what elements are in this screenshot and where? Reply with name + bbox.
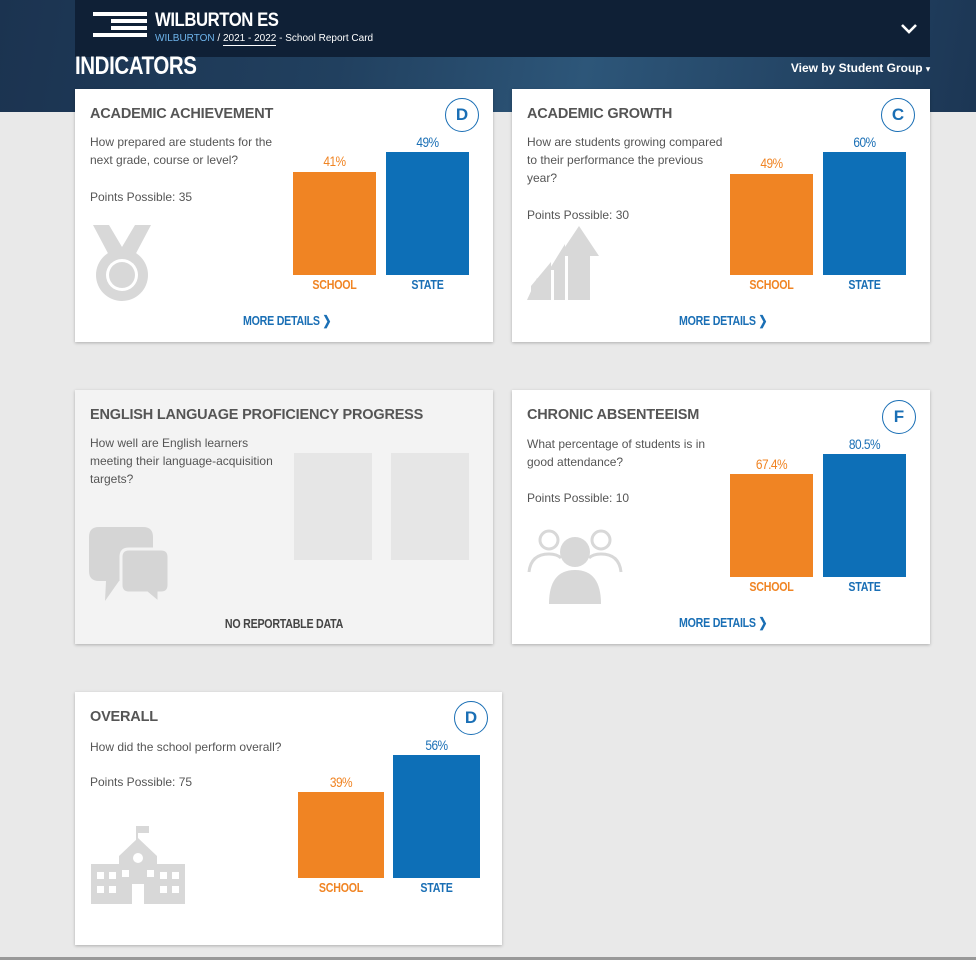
card-chronic-absenteeism: CHRONIC ABSENTEEISM F What percentage of… <box>512 390 930 644</box>
points-possible: Points Possible: 30 <box>527 208 630 222</box>
state-label: STATE <box>848 277 881 292</box>
school-label: SCHOOL <box>749 579 794 594</box>
more-details-link[interactable]: MORE DETAILS ❯ <box>679 313 767 329</box>
chevron-right-icon: ❯ <box>758 615 768 630</box>
school-bar <box>293 172 376 275</box>
more-details-link[interactable]: MORE DETAILS ❯ <box>679 615 767 631</box>
state-value: 80.5% <box>848 436 881 452</box>
card-title: CHRONIC ABSENTEEISM <box>527 407 700 423</box>
breadcrumb-report: - School Report Card <box>279 33 374 44</box>
school-bar <box>730 174 813 275</box>
chevron-right-icon: ❯ <box>322 313 332 328</box>
medal-icon <box>93 225 151 301</box>
top-bar: WILBURTON ES WILBURTON / 2021 - 2022 - S… <box>75 0 930 57</box>
state-label: STATE <box>420 880 453 895</box>
state-bar <box>386 152 469 275</box>
breadcrumb-district[interactable]: WILBURTON <box>155 33 215 44</box>
school-name: WILBURTON ES <box>155 10 279 31</box>
school-bar <box>298 792 384 878</box>
school-label: SCHOOL <box>318 880 364 895</box>
more-details-label: MORE DETAILS <box>679 313 756 328</box>
state-bar <box>823 454 906 577</box>
breadcrumb-separator: / <box>217 33 221 44</box>
growth-arrows-icon <box>527 226 599 300</box>
caret-down-icon: ▾ <box>925 64 930 74</box>
view-by-student-group-dropdown[interactable]: View by Student Group ▾ <box>791 61 930 75</box>
card-title: ENGLISH LANGUAGE PROFICIENCY PROGRESS <box>90 407 424 423</box>
card-title: OVERALL <box>90 709 158 725</box>
grade-badge: D <box>454 701 488 735</box>
card-title: ACADEMIC ACHIEVEMENT <box>90 106 274 122</box>
more-details-label: MORE DETAILS <box>679 615 756 630</box>
placeholder-bar <box>391 453 469 560</box>
card-english-language-proficiency: ENGLISH LANGUAGE PROFICIENCY PROGRESS Ho… <box>75 390 493 644</box>
state-label: STATE <box>848 579 881 594</box>
card-question: How did the school perform overall? <box>90 740 282 754</box>
school-value: 39% <box>329 774 353 790</box>
page-bottom-border <box>0 957 976 960</box>
no-reportable-data: NO REPORTABLE DATA <box>224 616 344 631</box>
card-question: What percentage of students is in good a… <box>527 437 706 469</box>
school-bar <box>730 474 813 577</box>
card-question: How well are English learners meeting th… <box>90 436 273 486</box>
state-bar <box>393 755 480 878</box>
logo-icon[interactable] <box>93 12 147 38</box>
card-question: How prepared are students for the next g… <box>90 135 273 167</box>
points-possible: Points Possible: 10 <box>527 491 630 505</box>
school-label: SCHOOL <box>312 277 357 292</box>
school-building-icon <box>91 826 185 904</box>
people-group-icon <box>527 529 623 604</box>
breadcrumb: WILBURTON / 2021 - 2022 - School Report … <box>155 33 374 46</box>
card-title: ACADEMIC GROWTH <box>527 106 673 122</box>
grade-badge: F <box>882 400 916 434</box>
more-details-link[interactable]: MORE DETAILS ❯ <box>243 313 331 329</box>
card-question: How are students growing compared to the… <box>527 135 723 185</box>
page-title: INDICATORS <box>75 52 197 80</box>
state-label: STATE <box>411 277 444 292</box>
school-label: SCHOOL <box>749 277 794 292</box>
placeholder-bar <box>294 453 372 560</box>
school-value: 67.4% <box>755 456 788 472</box>
grade-badge: C <box>881 98 915 132</box>
school-value: 41% <box>323 153 346 169</box>
grade-badge: D <box>445 98 479 132</box>
state-value: 60% <box>853 134 876 150</box>
card-overall: OVERALL D How did the school perform ove… <box>75 692 502 945</box>
state-value: 56% <box>425 737 448 753</box>
card-academic-growth: ACADEMIC GROWTH C How are students growi… <box>512 89 930 342</box>
chevron-right-icon: ❯ <box>758 313 768 328</box>
card-academic-achievement: ACADEMIC ACHIEVEMENT D How prepared are … <box>75 89 493 342</box>
state-bar <box>823 152 906 275</box>
speech-bubbles-icon <box>89 527 171 603</box>
state-value: 49% <box>416 134 439 150</box>
school-value: 49% <box>760 155 783 171</box>
chevron-down-icon[interactable] <box>900 20 918 38</box>
view-by-label: View by Student Group <box>790 61 923 75</box>
points-possible: Points Possible: 35 <box>90 190 193 204</box>
more-details-label: MORE DETAILS <box>243 313 320 328</box>
points-possible: Points Possible: 75 <box>90 775 193 789</box>
breadcrumb-year[interactable]: 2021 - 2022 <box>222 33 277 46</box>
